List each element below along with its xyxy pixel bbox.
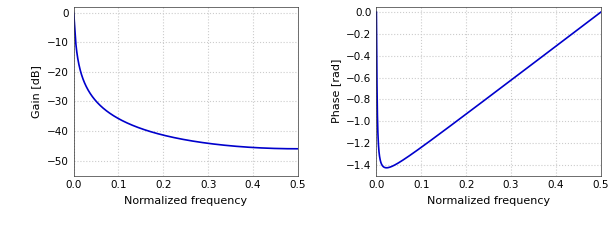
Y-axis label: Gain [dB]: Gain [dB] xyxy=(31,65,41,117)
X-axis label: Normalized frequency: Normalized frequency xyxy=(427,196,550,206)
Y-axis label: Phase [rad]: Phase [rad] xyxy=(330,59,341,123)
X-axis label: Normalized frequency: Normalized frequency xyxy=(124,196,247,206)
